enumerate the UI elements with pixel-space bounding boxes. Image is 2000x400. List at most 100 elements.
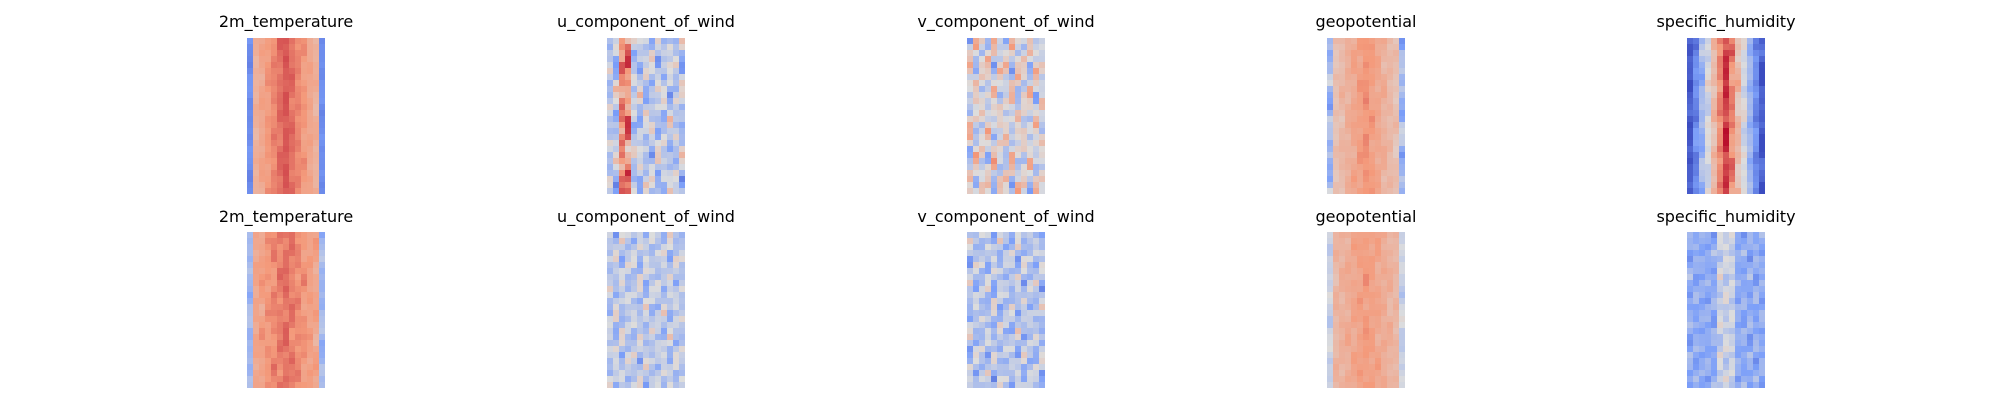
heatmap-cell: [1393, 346, 1400, 353]
heatmap-cell: [619, 98, 626, 105]
heatmap-cell: [1705, 292, 1712, 299]
heatmap-cell: [1705, 98, 1712, 105]
heatmap-cell: [1003, 376, 1010, 383]
heatmap-cell: [313, 268, 320, 275]
heatmap-cell: [1363, 334, 1370, 341]
heatmap-cell: [679, 310, 685, 317]
heatmap-cell: [607, 316, 614, 323]
heatmap-cell: [985, 110, 992, 117]
heatmap-cell: [1039, 56, 1045, 63]
heatmap-cell: [649, 182, 656, 189]
heatmap-cell: [1753, 98, 1760, 105]
heatmap-cell: [283, 170, 290, 177]
heatmap-cell: [991, 376, 998, 383]
heatmap-cell: [1759, 376, 1765, 383]
heatmap-cell: [991, 170, 998, 177]
heatmap-cell: [271, 256, 278, 263]
heatmap-cell: [1759, 146, 1765, 153]
heatmap-cell: [253, 50, 260, 57]
heatmap-cell: [655, 110, 662, 117]
heatmap-cell: [1339, 140, 1346, 147]
heatmap-cell: [679, 298, 685, 305]
heatmap-cell: [1369, 268, 1376, 275]
heatmap-cell: [1717, 376, 1724, 383]
heatmap-cell: [655, 116, 662, 123]
heatmap-cell: [1375, 292, 1382, 299]
heatmap-cell: [1357, 328, 1364, 335]
heatmap-cell: [613, 316, 620, 323]
heatmap-cell: [661, 334, 668, 341]
heatmap-cell: [625, 74, 632, 81]
heatmap-cell: [301, 134, 308, 141]
heatmap-cell: [1717, 80, 1724, 87]
heatmap-cell: [673, 188, 680, 194]
heatmap-cell: [307, 116, 314, 123]
heatmap-cell: [649, 292, 656, 299]
heatmap-cell: [661, 298, 668, 305]
heatmap-cell: [1345, 358, 1352, 365]
heatmap-cell: [991, 86, 998, 93]
heatmap-cell: [661, 68, 668, 75]
heatmap-cell: [631, 304, 638, 311]
heatmap-cell: [1753, 92, 1760, 99]
heatmap-cell: [265, 122, 272, 129]
heatmap-cell: [607, 274, 614, 281]
heatmap-cell: [973, 310, 980, 317]
heatmap-cell: [1369, 140, 1376, 147]
heatmap-cell: [295, 104, 302, 111]
heatmap-cell: [307, 358, 314, 365]
heatmap-cell: [1357, 164, 1364, 171]
heatmap-cell: [679, 352, 685, 359]
heatmap-cell: [973, 328, 980, 335]
heatmap-cell: [667, 152, 674, 159]
heatmap-cell: [637, 250, 644, 257]
heatmap-cell: [1399, 376, 1405, 383]
heatmap-cell: [607, 152, 614, 159]
heatmap-cell: [253, 274, 260, 281]
heatmap-cell: [283, 358, 290, 365]
heatmap-cell: [997, 140, 1004, 147]
heatmap-cell: [289, 250, 296, 257]
heatmap-cell: [271, 80, 278, 87]
heatmap-cell: [319, 370, 325, 377]
heatmap-cell: [1387, 104, 1394, 111]
heatmap-cell: [1333, 86, 1340, 93]
heatmap-cell: [289, 140, 296, 147]
heatmap-cell: [1015, 176, 1022, 183]
heatmap-cell: [1027, 38, 1034, 45]
heatmap-cell: [649, 188, 656, 194]
heatmap-cell: [655, 104, 662, 111]
heatmap-cell: [1705, 62, 1712, 69]
heatmap-cell: [1339, 250, 1346, 257]
heatmap-cell: [313, 310, 320, 317]
heatmap-cell: [997, 358, 1004, 365]
heatmap-cell: [631, 74, 638, 81]
heatmap-cell: [1747, 298, 1754, 305]
heatmap-cell: [631, 346, 638, 353]
heatmap-cell: [313, 158, 320, 165]
heatmap-cell: [1033, 352, 1040, 359]
heatmap-cell: [997, 352, 1004, 359]
heatmap-cell: [1723, 62, 1730, 69]
heatmap-cell: [289, 262, 296, 269]
heatmap-cell: [643, 376, 650, 383]
heatmap-cell: [1711, 232, 1718, 239]
heatmap-cell: [1711, 262, 1718, 269]
heatmap-cell: [643, 104, 650, 111]
heatmap-cell: [1375, 364, 1382, 371]
heatmap-cell: [1711, 104, 1718, 111]
heatmap-cell: [655, 316, 662, 323]
heatmap-cell: [619, 158, 626, 165]
heatmap-cell: [1351, 116, 1358, 123]
heatmap-cell: [631, 364, 638, 371]
heatmap-cell: [655, 74, 662, 81]
heatmap-cell: [1711, 376, 1718, 383]
heatmap-cell: [1759, 44, 1765, 51]
heatmap-cell: [1327, 340, 1334, 347]
heatmap-cell: [1351, 80, 1358, 87]
heatmap-cell: [1027, 80, 1034, 87]
heatmap-cell: [667, 274, 674, 281]
heatmap-cell: [1021, 176, 1028, 183]
heatmap-cell: [1345, 122, 1352, 129]
heatmap-cell: [1003, 56, 1010, 63]
